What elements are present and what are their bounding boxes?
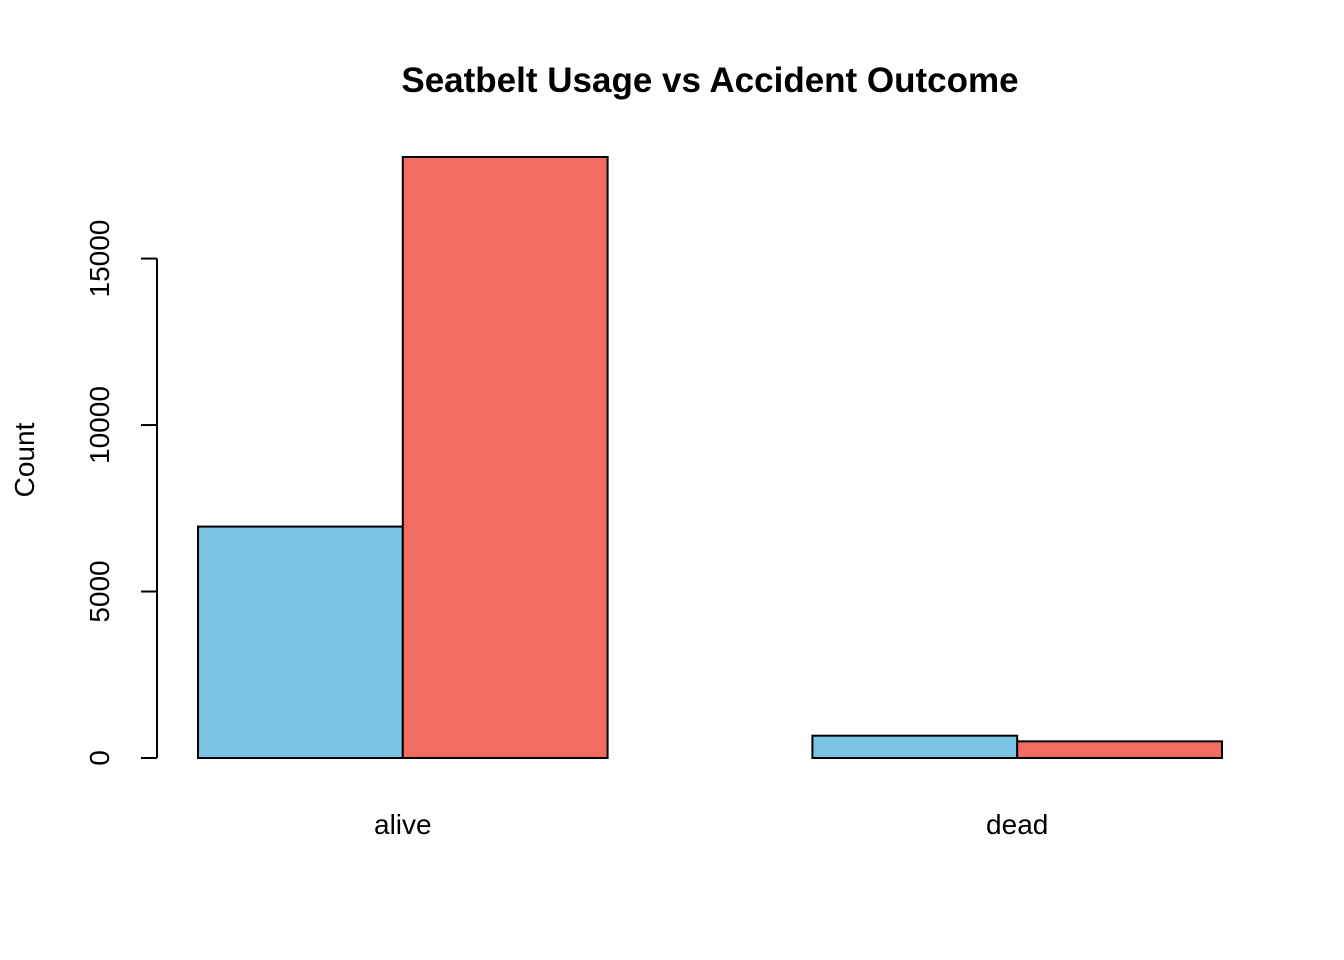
bars [197,156,1224,760]
chart-title: Seatbelt Usage vs Accident Outcome [401,61,1018,100]
y-tick-label: 0 [84,750,115,766]
y-tick-label: 5000 [84,560,115,622]
bar-dead-series-1 [811,734,1019,759]
x-tick-label: alive [374,809,432,840]
y-tick-label: 10000 [84,386,115,464]
y-axis: 0 5000 10000 15000 [84,220,158,766]
y-tick-label: 15000 [84,220,115,298]
y-axis-label: Count [9,422,40,497]
bar-alive-series-2 [401,156,609,759]
bar-alive-series-1 [197,525,404,759]
bar-dead-series-2 [1016,740,1224,760]
x-tick-label: dead [986,809,1048,840]
x-axis-labels: alive dead [374,809,1048,840]
